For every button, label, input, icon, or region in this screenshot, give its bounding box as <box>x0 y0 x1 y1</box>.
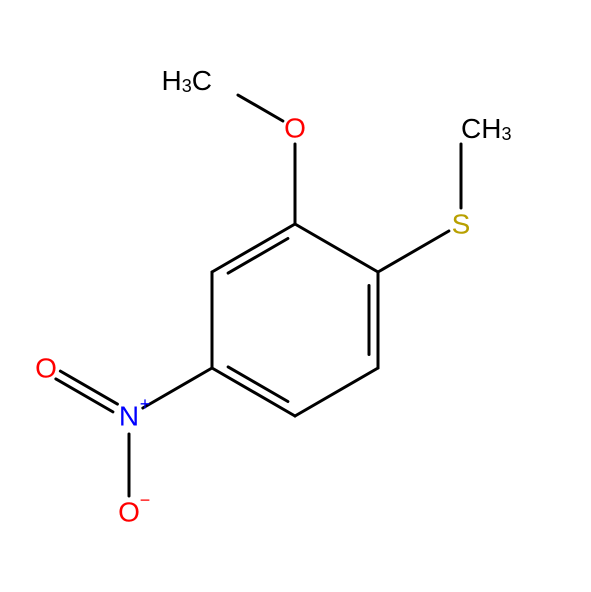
atom-O13: O <box>118 497 140 528</box>
atom-O12: O <box>35 353 57 384</box>
charge-O13: − <box>140 490 151 510</box>
charge-N11: + <box>140 394 151 414</box>
molecule-diagram: OH3CSCH3N+OO− <box>0 0 591 592</box>
atom-S9: S <box>452 209 471 240</box>
atom-C10: CH3 <box>461 113 511 145</box>
atom-O7: O <box>284 113 306 144</box>
atom-C8: H3C <box>162 65 212 97</box>
atom-N11: N <box>119 401 139 432</box>
